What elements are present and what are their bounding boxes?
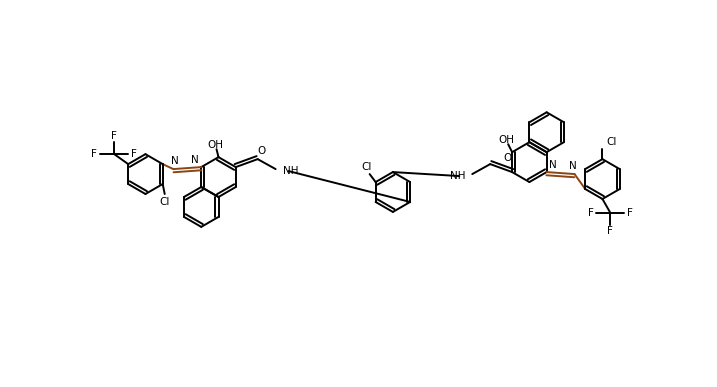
Text: F: F (627, 208, 633, 218)
Text: N: N (549, 160, 556, 170)
Text: OH: OH (207, 140, 224, 150)
Text: Cl: Cl (159, 197, 170, 207)
Text: NH: NH (450, 171, 465, 181)
Text: Cl: Cl (607, 137, 617, 147)
Text: N: N (569, 161, 576, 171)
Text: N: N (171, 156, 179, 166)
Text: F: F (111, 131, 117, 141)
Text: F: F (587, 208, 594, 218)
Text: OH: OH (498, 135, 514, 145)
Text: F: F (607, 226, 613, 236)
Text: F: F (131, 149, 137, 159)
Text: NH: NH (282, 166, 298, 176)
Text: O: O (257, 146, 266, 156)
Text: O: O (503, 153, 511, 163)
Text: F: F (91, 149, 98, 159)
Text: Cl: Cl (361, 162, 372, 172)
Text: N: N (191, 155, 199, 165)
